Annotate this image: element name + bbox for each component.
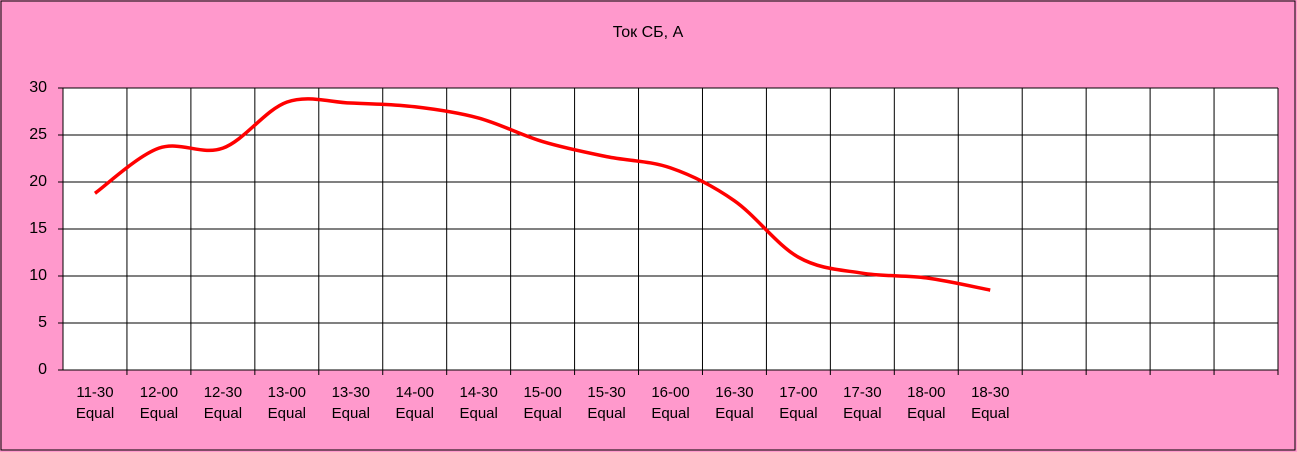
y-tick-label: 10 [29, 267, 47, 284]
y-tick-label: 20 [29, 173, 47, 190]
y-tick-label: 30 [29, 79, 47, 96]
x-tick-label: 16-00 Equal [651, 384, 690, 422]
x-tick-label: 13-00 Equal [267, 384, 307, 422]
chart-title: Ток СБ, А [613, 24, 684, 41]
x-tick-label: 17-30 Equal [843, 384, 882, 422]
y-tick-label: 25 [29, 126, 47, 143]
x-tick-label: 18-00 Equal [907, 384, 946, 422]
y-tick-label: 5 [38, 314, 47, 331]
x-tick-label: 14-30 Equal [459, 384, 498, 422]
line-series [93, 97, 991, 292]
x-tick-label: 16-30 Equal [715, 384, 754, 422]
x-tick-label: 15-30 Equal [587, 384, 626, 422]
x-tick-label: 11-30 Equal [75, 384, 115, 422]
x-tick-label: 18-30 Equal [971, 384, 1010, 422]
x-tick-label: 12-30 Equal [203, 384, 243, 422]
x-tick-label: 17-00 Equal [779, 384, 818, 422]
x-tick-label: 15-00 Equal [523, 384, 562, 422]
x-tick-label: 13-30 Equal [331, 384, 370, 422]
y-tick-label: 15 [29, 220, 47, 237]
x-tick-label: 14-00 Equal [395, 384, 434, 422]
y-tick-label: 0 [38, 361, 47, 378]
x-tick-label: 12-00 Equal [139, 384, 179, 422]
